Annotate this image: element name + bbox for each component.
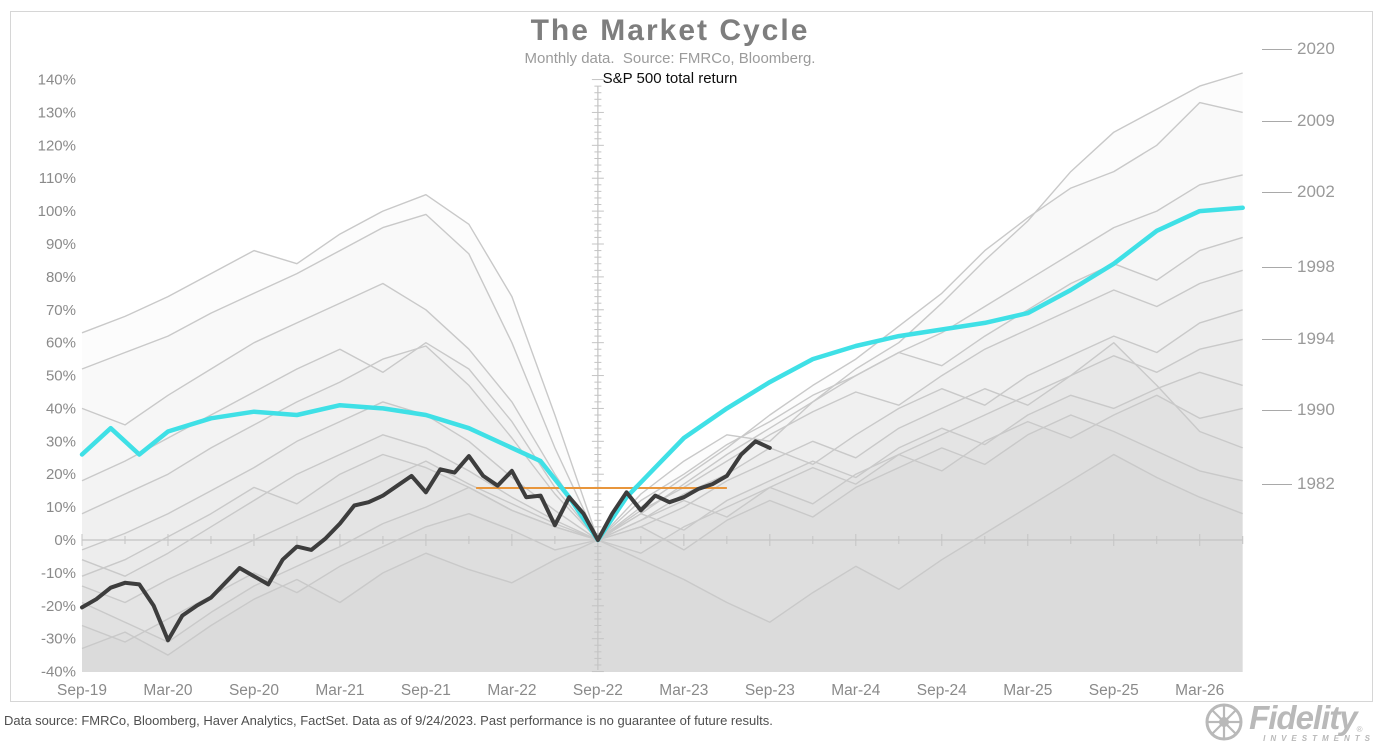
y-tick-label: 120% bbox=[38, 137, 76, 154]
historical-cycle-1 bbox=[81, 72, 1243, 541]
legend-dash-icon bbox=[1262, 191, 1292, 193]
historical-cycle-6 bbox=[81, 309, 1243, 551]
x-tick-label: Sep-19 bbox=[57, 682, 107, 699]
legend-year-label: 1994 bbox=[1297, 329, 1335, 348]
legend-item-2002: 2002 bbox=[1262, 182, 1335, 202]
logo-brand-text: Fidelity bbox=[1249, 699, 1358, 736]
x-tick-label: Mar-25 bbox=[1003, 682, 1052, 699]
x-tick-label: Sep-20 bbox=[229, 682, 279, 699]
legend-item-2020: 2020 bbox=[1262, 39, 1335, 59]
legend-dash-icon bbox=[1262, 338, 1292, 340]
y-tick-label: 50% bbox=[46, 368, 76, 385]
legend-dash-icon bbox=[1262, 120, 1292, 122]
legend-dash-icon bbox=[1262, 483, 1292, 485]
x-tick-label: Mar-21 bbox=[315, 682, 364, 699]
x-tick-label: Sep-25 bbox=[1089, 682, 1139, 699]
legend-year-label: 2002 bbox=[1297, 182, 1335, 201]
legend-year-label: 2020 bbox=[1297, 39, 1335, 58]
x-tick-label: Mar-22 bbox=[487, 682, 536, 699]
y-tick-label: 110% bbox=[39, 170, 76, 187]
legend-year-label: 2009 bbox=[1297, 111, 1335, 130]
x-tick-label: Sep-22 bbox=[573, 682, 623, 699]
y-tick-label: 100% bbox=[38, 203, 76, 220]
chart-frame bbox=[10, 11, 1373, 702]
historical-cycle-8 bbox=[81, 371, 1243, 577]
x-tick-label: Sep-23 bbox=[745, 682, 795, 699]
x-tick-label: Mar-24 bbox=[831, 682, 880, 699]
y-tick-label: 70% bbox=[46, 302, 76, 319]
legend-year-label: 1998 bbox=[1297, 257, 1335, 276]
x-tick-label: Mar-26 bbox=[1175, 682, 1224, 699]
y-tick-label: 40% bbox=[46, 400, 76, 417]
fidelity-logo: Fidelity® INVESTMENTS bbox=[1203, 701, 1375, 743]
fidelity-sunburst-icon bbox=[1205, 703, 1243, 741]
legend-item-1998: 1998 bbox=[1262, 257, 1335, 277]
logo-reg-mark: ® bbox=[1356, 725, 1363, 734]
y-tick-label: 140% bbox=[38, 72, 76, 89]
legend-item-1990: 1990 bbox=[1262, 400, 1335, 420]
x-tick-label: Sep-24 bbox=[917, 682, 967, 699]
y-tick-label: 80% bbox=[46, 269, 76, 286]
cycle-year-legend: 2020 2009 2002 1998 1994 1990 1982 bbox=[1262, 0, 1374, 700]
legend-item-2009: 2009 bbox=[1262, 111, 1335, 131]
legend-year-label: 1990 bbox=[1297, 400, 1335, 419]
y-tick-label: -30% bbox=[41, 631, 76, 648]
legend-item-1982: 1982 bbox=[1262, 474, 1335, 494]
page-title: The Market Cycle bbox=[530, 14, 810, 47]
historical-cycle-2 bbox=[81, 101, 1243, 541]
y-tick-label: -20% bbox=[41, 598, 76, 615]
y-tick-label: 90% bbox=[46, 236, 76, 253]
footer-disclaimer: Data source: FMRCo, Bloomberg, Haver Ana… bbox=[4, 713, 773, 728]
legend-year-label: 1982 bbox=[1297, 474, 1335, 493]
historical-cycle-10 bbox=[81, 342, 1243, 643]
y-tick-label: 0% bbox=[54, 532, 76, 549]
x-tick-label: Mar-23 bbox=[659, 682, 708, 699]
historical-cycle-7 bbox=[81, 338, 1243, 577]
historical-cycle-12 bbox=[81, 453, 1243, 656]
y-tick-label: 60% bbox=[46, 335, 76, 352]
market-cycle-chart: 140% 130% 120% 110% 100% 90% 80% 70% 60% 50% 40% 30… bbox=[38, 72, 1245, 699]
x-tick-label: Mar-20 bbox=[143, 682, 192, 699]
current-cycle-sp500 bbox=[80, 439, 772, 643]
chart-subtitle: Monthly data. Source: FMRCo, Bloomberg. bbox=[524, 50, 816, 67]
y-tick-label: 130% bbox=[38, 104, 76, 121]
legend-item-1994: 1994 bbox=[1262, 329, 1335, 349]
logo-sub-text: INVESTMENTS bbox=[1263, 734, 1375, 743]
legend-dash-icon bbox=[1262, 409, 1292, 411]
y-tick-label: 20% bbox=[46, 466, 76, 483]
y-tick-label: -40% bbox=[41, 664, 76, 681]
legend-dash-icon bbox=[1262, 266, 1292, 268]
historical-cycle-11 bbox=[81, 414, 1243, 643]
series-label: S&P 500 total return bbox=[602, 70, 738, 87]
historical-cycle-9 bbox=[81, 394, 1243, 604]
y-tick-label: 10% bbox=[46, 499, 76, 516]
y-tick-label: 30% bbox=[46, 433, 76, 450]
average-of-cycles bbox=[79, 205, 1245, 543]
y-tick-label: -10% bbox=[41, 565, 76, 582]
legend-dash-icon bbox=[1262, 48, 1292, 50]
x-tick-label: Sep-21 bbox=[401, 682, 451, 699]
